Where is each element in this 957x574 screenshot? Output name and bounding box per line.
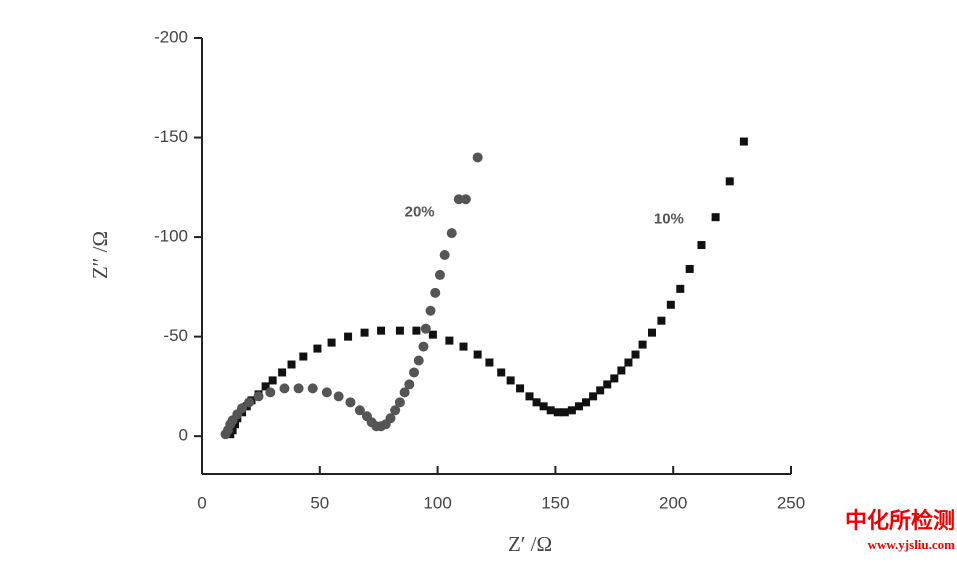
data-point (603, 380, 612, 389)
data-point (657, 316, 666, 325)
data-point (539, 402, 548, 411)
data-point (459, 342, 468, 351)
data-point (418, 341, 429, 352)
data-point (404, 379, 415, 390)
data-point (428, 330, 437, 339)
data-point (676, 284, 685, 293)
data-point (610, 374, 619, 383)
x-tick-label: 50 (310, 493, 329, 512)
data-point (394, 397, 405, 408)
data-point (697, 241, 706, 250)
data-point (268, 376, 277, 385)
data-point (237, 403, 248, 414)
data-point (445, 336, 454, 345)
y-tick-label: -50 (163, 326, 188, 345)
data-point (265, 387, 276, 398)
data-point (278, 368, 287, 377)
data-point (399, 387, 410, 398)
data-point (546, 406, 555, 415)
data-point (638, 340, 647, 349)
data-point (472, 152, 483, 163)
data-point (395, 326, 404, 335)
data-point (360, 328, 369, 337)
data-point (582, 398, 591, 407)
data-point (345, 397, 356, 408)
data-point (739, 137, 748, 146)
data-point (647, 328, 656, 337)
data-point (453, 194, 464, 205)
data-point (261, 382, 270, 391)
watermark-url: www.yjsliu.com (868, 537, 956, 552)
data-point (685, 264, 694, 273)
data-point (425, 305, 436, 316)
data-point (596, 386, 605, 395)
y-tick-label: -100 (154, 227, 188, 246)
data-point (711, 213, 720, 222)
data-point (532, 398, 541, 407)
series-label: 10% (654, 210, 684, 227)
data-point (307, 383, 318, 394)
x-axis-title: Z′ /Ω (508, 532, 552, 556)
data-point (439, 250, 450, 261)
data-point (409, 367, 420, 378)
x-tick-label: 200 (659, 493, 687, 512)
data-point (631, 350, 640, 359)
data-point (485, 358, 494, 367)
data-point (299, 352, 308, 361)
x-tick-label: 0 (197, 493, 206, 512)
y-tick-label: -200 (154, 27, 188, 46)
data-point (344, 332, 353, 341)
data-point (446, 228, 457, 239)
y-tick-label: 0 (179, 426, 188, 445)
data-point (434, 269, 445, 280)
data-point (321, 387, 332, 398)
data-point (413, 355, 424, 366)
data-point (560, 408, 569, 417)
y-tick-label: -150 (154, 127, 188, 146)
x-tick-label: 250 (777, 493, 805, 512)
data-point (313, 344, 322, 353)
watermark-name: 中化所检测 (845, 508, 955, 534)
data-point (253, 391, 264, 402)
data-point (244, 397, 255, 408)
data-point (516, 384, 525, 393)
data-point (430, 287, 441, 298)
data-point (553, 408, 562, 417)
data-point (567, 406, 576, 415)
data-point (390, 405, 401, 416)
data-point (333, 391, 344, 402)
data-point (624, 358, 633, 367)
x-tick-label: 100 (423, 493, 451, 512)
data-point (725, 177, 734, 186)
x-tick-label: 150 (541, 493, 569, 512)
data-point (460, 194, 471, 205)
data-point (420, 323, 431, 334)
data-point (666, 300, 675, 309)
data-point (574, 402, 583, 411)
data-point (617, 366, 626, 375)
data-point (293, 383, 304, 394)
data-point (327, 338, 336, 347)
data-point (506, 376, 515, 385)
data-point (497, 368, 506, 377)
data-point (412, 326, 421, 335)
data-point (525, 392, 534, 401)
series-label: 20% (405, 203, 435, 220)
data-point (473, 350, 482, 359)
data-point (589, 392, 598, 401)
data-point (377, 326, 386, 335)
data-point (354, 405, 365, 416)
y-axis-title: Z″ /Ω (88, 231, 112, 279)
data-point (385, 413, 396, 424)
data-point (279, 383, 290, 394)
data-point (287, 360, 296, 369)
